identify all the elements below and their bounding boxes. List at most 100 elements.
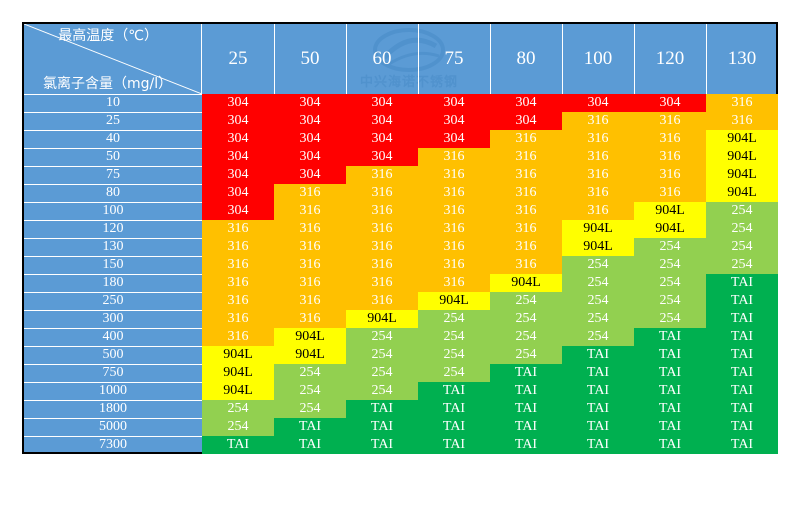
chloride-level-300: 300: [102, 311, 124, 326]
chloride-level-100: 100: [102, 203, 124, 218]
material-cell-254: 254: [274, 400, 346, 418]
material-cell-316: 316: [202, 292, 274, 310]
material-cell-316: 316: [346, 184, 418, 202]
material-cell-tai: TAI: [706, 274, 778, 292]
material-cell-316: 316: [274, 310, 346, 328]
material-cell-316: 316: [346, 220, 418, 238]
header-gridline: [634, 24, 635, 94]
material-cell-316: 316: [418, 166, 490, 184]
row-gridline: [24, 292, 202, 293]
diagonal-divider: [24, 24, 202, 94]
row-gridline: [24, 418, 202, 419]
material-cell-304: 304: [490, 94, 562, 112]
material-cell-tai: TAI: [634, 328, 706, 346]
row-gridline: [24, 328, 202, 329]
material-cell-304: 304: [346, 112, 418, 130]
material-cell-316: 316: [634, 184, 706, 202]
temperature-header-50: 50: [300, 48, 320, 69]
chloride-axis-label: 氯离子含量（mg/l）: [43, 76, 173, 92]
header-gridline: [201, 24, 202, 94]
material-cell-316: 316: [418, 256, 490, 274]
material-cell-304: 304: [274, 94, 346, 112]
material-cell-316: 316: [346, 256, 418, 274]
material-cell-tai: TAI: [634, 346, 706, 364]
material-cell-904l: 904L: [490, 274, 562, 292]
material-cell-254: 254: [346, 328, 418, 346]
temperature-header-80: 80: [516, 48, 536, 69]
temperature-header-100: 100: [583, 48, 613, 69]
material-cell-304: 304: [346, 130, 418, 148]
material-cell-254: 254: [274, 382, 346, 400]
material-cell-304: 304: [562, 94, 634, 112]
temperature-header-130: 130: [727, 48, 757, 69]
material-cell-254: 254: [346, 382, 418, 400]
material-cell-tai: TAI: [418, 400, 490, 418]
material-cell-316: 316: [346, 238, 418, 256]
chloride-level-750: 750: [102, 365, 124, 380]
material-cell-316: 316: [490, 238, 562, 256]
material-cell-316: 316: [562, 166, 634, 184]
material-cell-254: 254: [202, 418, 274, 436]
row-gridline: [24, 184, 202, 185]
chloride-level-150: 150: [102, 257, 124, 272]
material-cell-904l: 904L: [562, 238, 634, 256]
material-cell-316: 316: [490, 202, 562, 220]
material-cell-304: 304: [418, 94, 490, 112]
material-cell-tai: TAI: [490, 418, 562, 436]
material-cell-tai: TAI: [706, 364, 778, 382]
material-cell-tai: TAI: [634, 418, 706, 436]
temperature-axis-label: 最高温度（℃）: [58, 28, 158, 44]
material-cell-316: 316: [490, 148, 562, 166]
material-cell-tai: TAI: [706, 436, 778, 454]
material-cell-tai: TAI: [346, 418, 418, 436]
chloride-level-1800: 1800: [99, 401, 127, 416]
row-gridline: [24, 94, 202, 95]
row-gridline: [24, 166, 202, 167]
material-cell-tai: TAI: [418, 382, 490, 400]
chloride-level-7300: 7300: [99, 437, 127, 452]
material-cell-304: 304: [346, 94, 418, 112]
corner-header: 最高温度（℃） 氯离子含量（mg/l）: [24, 24, 202, 94]
material-cell-316: 316: [418, 184, 490, 202]
material-cell-304: 304: [418, 112, 490, 130]
material-cell-tai: TAI: [562, 418, 634, 436]
material-cell-904l: 904L: [274, 346, 346, 364]
material-cell-304: 304: [202, 184, 274, 202]
row-gridline: [24, 436, 202, 437]
material-cell-254: 254: [634, 292, 706, 310]
header-gridline: [562, 24, 563, 94]
material-cell-tai: TAI: [274, 436, 346, 454]
material-cell-254: 254: [418, 364, 490, 382]
material-cell-254: 254: [490, 328, 562, 346]
row-gridline: [24, 202, 202, 203]
material-cell-316: 316: [202, 328, 274, 346]
material-cell-316: 316: [634, 130, 706, 148]
material-cell-tai: TAI: [562, 346, 634, 364]
material-cell-tai: TAI: [490, 436, 562, 454]
material-cell-304: 304: [274, 112, 346, 130]
material-cell-304: 304: [490, 112, 562, 130]
material-cell-254: 254: [490, 346, 562, 364]
material-cell-254: 254: [562, 328, 634, 346]
material-cell-tai: TAI: [562, 364, 634, 382]
row-gridline: [24, 220, 202, 221]
material-cell-316: 316: [562, 184, 634, 202]
material-cell-316: 316: [274, 220, 346, 238]
material-cell-316: 316: [490, 130, 562, 148]
chloride-level-1000: 1000: [99, 383, 127, 398]
material-cell-tai: TAI: [634, 436, 706, 454]
material-cell-tai: TAI: [274, 418, 346, 436]
material-cell-904l: 904L: [634, 220, 706, 238]
material-cell-tai: TAI: [706, 346, 778, 364]
material-cell-316: 316: [490, 256, 562, 274]
row-gridline: [24, 130, 202, 131]
material-cell-tai: TAI: [418, 436, 490, 454]
material-cell-304: 304: [202, 94, 274, 112]
material-cell-316: 316: [490, 166, 562, 184]
material-cell-904l: 904L: [706, 184, 778, 202]
material-cell-254: 254: [634, 274, 706, 292]
temperature-header-75: 75: [444, 48, 464, 69]
material-cell-254: 254: [562, 292, 634, 310]
material-cell-316: 316: [274, 256, 346, 274]
row-gridline: [24, 238, 202, 239]
